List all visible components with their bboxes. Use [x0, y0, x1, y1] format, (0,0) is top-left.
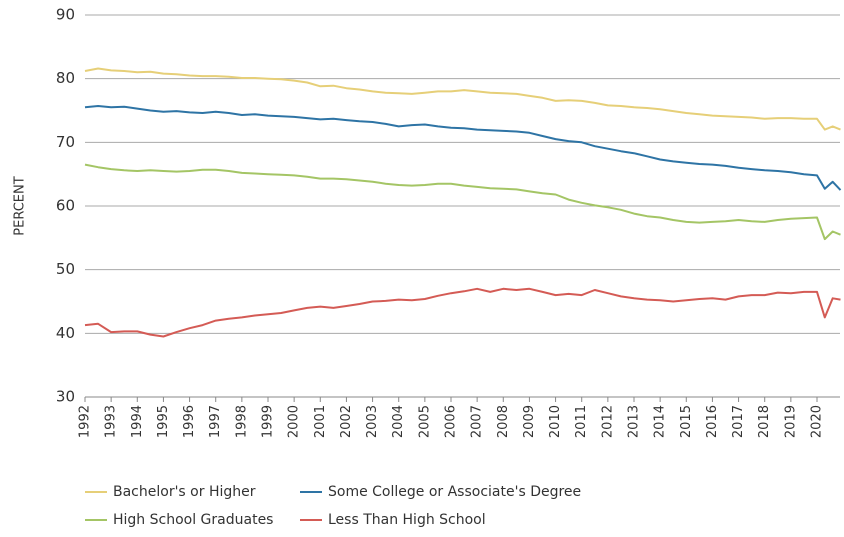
x-tick-label: 1993: [104, 405, 119, 438]
x-tick-label: 2015: [679, 405, 694, 438]
x-tick-label: 1998: [234, 405, 249, 438]
x-tick-label: 2003: [365, 405, 380, 438]
series-line: [84, 287, 841, 338]
x-tick-label: 2012: [600, 405, 615, 438]
x-tick-label: 2010: [548, 405, 563, 438]
x-tick-label: 1999: [260, 405, 275, 438]
x-tick-label: 2002: [339, 405, 354, 438]
x-tick-label: 2014: [653, 405, 668, 438]
x-tick-label: 2017: [731, 405, 746, 438]
x-tick-label: 2018: [757, 405, 772, 438]
x-tick-label: 2009: [522, 405, 537, 438]
x-tick-label: 2000: [287, 405, 302, 438]
legend-label: Less Than High School: [328, 512, 486, 528]
x-tick-label: 1996: [182, 405, 197, 438]
x-tick-label: 2001: [313, 405, 328, 438]
legend-label: Some College or Associate's Degree: [328, 484, 581, 500]
x-tick-label: 2006: [443, 405, 458, 438]
x-tick-label: 2016: [705, 405, 720, 438]
x-tick-label: 2020: [809, 405, 824, 438]
x-tick-label: 1995: [156, 405, 171, 438]
series-line: [84, 163, 841, 241]
y-tick-label: 30: [56, 388, 75, 406]
y-tick-label: 80: [56, 69, 75, 87]
x-tick-label: 1994: [130, 405, 145, 438]
x-tick-label: 2004: [391, 405, 406, 438]
y-tick-label: 40: [56, 324, 75, 342]
legend-label: Bachelor's or Higher: [113, 484, 256, 500]
y-tick-label: 60: [56, 197, 75, 215]
x-tick-label: 2011: [574, 405, 589, 438]
legend-label: High School Graduates: [113, 512, 273, 528]
x-tick-label: 2019: [783, 405, 798, 438]
y-axis-label: PERCENT: [13, 176, 28, 235]
x-tick-label: 2005: [417, 405, 432, 438]
series-line: [84, 67, 841, 131]
y-tick-label: 90: [56, 6, 75, 24]
x-tick-label: 2008: [496, 405, 511, 438]
y-tick-label: 70: [56, 133, 75, 151]
y-tick-label: 50: [56, 260, 75, 278]
x-tick-label: 2013: [626, 405, 641, 438]
x-tick-label: 2007: [470, 405, 485, 438]
x-tick-label: 1992: [78, 405, 93, 438]
series-line: [84, 105, 842, 191]
x-tick-label: 1997: [208, 405, 223, 438]
